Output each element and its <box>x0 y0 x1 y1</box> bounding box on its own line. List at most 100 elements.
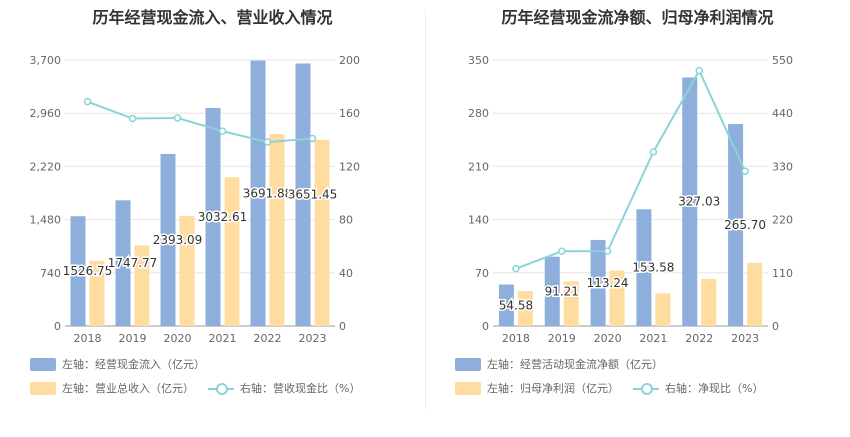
bar-primary[interactable] <box>590 239 606 326</box>
bar-value-label: 327.03 <box>678 195 720 209</box>
legend-swatch <box>455 381 481 395</box>
x-tick-label: 2021 <box>209 332 237 345</box>
bar-primary[interactable] <box>160 153 176 326</box>
y-left-tick-label: 70 <box>475 267 489 280</box>
chart-panel-net-cashflow: 历年经营现金流净额、归母净利润情况 0 70 140 210 280 350 0 110 220… <box>425 0 850 437</box>
legend-item-net-cash-ratio[interactable]: 右轴：净现比（%） <box>633 380 763 396</box>
x-tick-label: 2018 <box>502 332 530 345</box>
bar-value-label: 153.58 <box>632 261 674 275</box>
bar-value-label: 265.70 <box>724 218 766 232</box>
line-point[interactable] <box>741 167 749 175</box>
legend-line-swatch <box>208 382 234 395</box>
legend-item-revenue[interactable]: 左轴：营业总收入（亿元） <box>30 380 194 396</box>
bar-value-label: 2393.09 <box>153 233 203 247</box>
y-right-tick-label: 440 <box>772 107 793 120</box>
x-tick-label: 2020 <box>164 332 192 345</box>
bar-value-label: 3651.45 <box>288 188 338 202</box>
bar-secondary[interactable] <box>747 262 763 326</box>
x-tick-label: 2022 <box>685 332 713 345</box>
bar-secondary[interactable] <box>517 291 533 326</box>
bar-primary[interactable] <box>250 60 266 326</box>
legend: 左轴：经营活动现金流净额（亿元） 左轴：归母净利润（亿元） 右轴：净现比（%） <box>455 356 777 404</box>
line-point[interactable] <box>512 264 520 273</box>
bar-primary[interactable] <box>728 124 744 327</box>
line-series <box>87 100 313 144</box>
x-tick-label: 2019 <box>548 332 576 345</box>
line-point[interactable] <box>173 114 182 122</box>
legend-item-net-profit[interactable]: 左轴：归母净利润（亿元） <box>455 380 619 396</box>
bar-secondary[interactable] <box>179 216 195 326</box>
chart-title: 历年经营现金流净额、归母净利润情况 <box>501 8 774 27</box>
legend-swatch <box>30 381 56 395</box>
line-point[interactable] <box>308 134 317 143</box>
bar-secondary[interactable] <box>563 281 579 326</box>
y-right-tick-label: 110 <box>772 267 793 280</box>
line-series <box>515 68 746 270</box>
y-right-tick-label: 0 <box>772 320 779 333</box>
line-point[interactable] <box>83 97 92 106</box>
bar-secondary[interactable] <box>655 293 671 326</box>
bar-primary[interactable] <box>115 200 131 326</box>
y-right-tick-label: 40 <box>339 267 353 280</box>
legend-swatch <box>455 357 481 371</box>
y-left-tick-label: 740 <box>40 267 61 280</box>
line-point[interactable] <box>218 127 227 135</box>
y-right-tick-label: 330 <box>772 160 793 173</box>
x-tick-label: 2019 <box>119 332 147 345</box>
bar-value-label: 3032.61 <box>198 210 248 224</box>
y-right-tick-label: 550 <box>772 54 793 67</box>
y-right-tick-label: 160 <box>339 107 360 120</box>
bar-primary[interactable] <box>70 216 86 326</box>
line-point[interactable] <box>263 138 272 146</box>
y-right-tick-label: 200 <box>339 54 360 67</box>
bar-primary[interactable] <box>205 107 221 327</box>
bar-secondary[interactable] <box>269 134 285 326</box>
bar-primary[interactable] <box>544 256 560 326</box>
y-left-tick-label: 350 <box>468 54 489 67</box>
bar-secondary[interactable] <box>609 270 625 326</box>
bar-primary[interactable] <box>682 77 698 326</box>
bar-secondary[interactable] <box>89 260 105 326</box>
bar-secondary[interactable] <box>134 245 150 326</box>
bar-secondary[interactable] <box>224 177 240 326</box>
panel-divider <box>425 10 426 410</box>
line-point[interactable] <box>649 148 658 156</box>
bar-value-label: 1526.75 <box>63 264 113 278</box>
legend: 左轴：经营现金流入（亿元） 左轴：营业总收入（亿元） 右轴：营收现金比（%） <box>30 356 374 404</box>
y-left-tick-label: 0 <box>482 320 489 333</box>
legend-item-net-cashflow[interactable]: 左轴：经营活动现金流净额（亿元） <box>455 356 663 372</box>
bar-secondary[interactable] <box>701 278 717 326</box>
legend-item-cash-revenue-ratio[interactable]: 右轴：营收现金比（%） <box>208 380 360 396</box>
x-tick-label: 2022 <box>254 332 282 345</box>
bar-primary[interactable] <box>498 284 514 326</box>
line-point[interactable] <box>695 66 703 75</box>
y-right-tick-label: 80 <box>339 214 353 227</box>
legend-label: 左轴：经营现金流入（亿元） <box>62 358 205 371</box>
y-left-tick-label: 140 <box>468 214 489 227</box>
chart-cashflow-inflow: 0 740 1,480 2,220 2,960 3,700 0 40 80 120 160 200 20… <box>30 54 361 345</box>
bar-secondary[interactable] <box>314 139 330 326</box>
x-tick-label: 2023 <box>299 332 327 345</box>
y-right-tick-label: 220 <box>772 214 793 227</box>
y-left-tick-label: 3,700 <box>30 54 62 67</box>
legend-label: 左轴：归母净利润（亿元） <box>487 382 619 395</box>
y-right-tick-label: 0 <box>339 320 346 333</box>
line-point[interactable] <box>128 114 137 123</box>
legend-item-cash-inflow[interactable]: 左轴：经营现金流入（亿元） <box>30 356 205 372</box>
bar-value-label: 54.58 <box>499 298 533 312</box>
bar-primary[interactable] <box>636 209 652 326</box>
bar-value-label: 1747.77 <box>108 256 158 270</box>
chart-title: 历年经营现金流入、营业收入情况 <box>92 8 333 27</box>
line-point[interactable] <box>558 247 566 256</box>
legend-label: 右轴：净现比（%） <box>665 382 764 395</box>
y-left-tick-label: 2,960 <box>30 107 62 120</box>
y-left-tick-label: 2,220 <box>30 160 62 173</box>
x-tick-label: 2020 <box>594 332 622 345</box>
line-point[interactable] <box>603 247 612 255</box>
bar-primary[interactable] <box>295 63 311 326</box>
legend-label: 右轴：营收现金比（%） <box>240 382 361 395</box>
y-left-tick-label: 0 <box>54 320 61 333</box>
bar-value-label: 91.21 <box>545 284 579 298</box>
legend-swatch <box>30 357 56 371</box>
